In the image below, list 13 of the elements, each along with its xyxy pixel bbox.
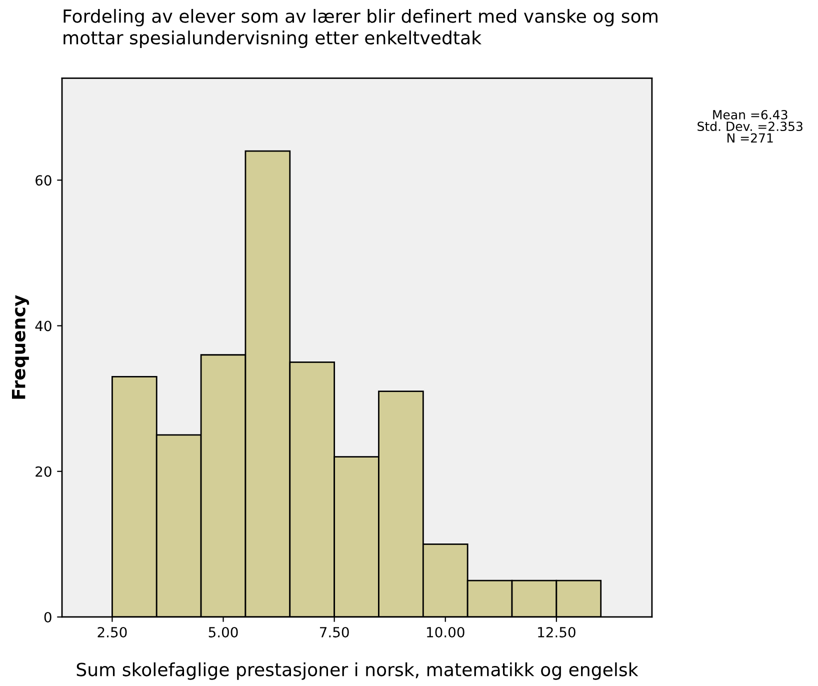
- x-axis-title: Sum skolefaglige prestasjoner i norsk, matematikk og engelsk: [76, 662, 638, 680]
- x-tick-label: 7.50: [320, 626, 349, 638]
- text: Mean =6.43 Std. Dev. =2.353 N =271: [698, 110, 802, 143]
- x-tick-label: 12.50: [538, 626, 576, 638]
- y-axis-title: Frequency: [12, 295, 30, 399]
- y-tick-label: 40: [35, 320, 52, 332]
- x-tick-label: 5.00: [208, 626, 238, 638]
- x-tick-label: 10.00: [427, 626, 464, 638]
- y-tick-label: 60: [36, 175, 52, 186]
- chart-title: Fordeling av elever som av lærer blir definert med vanske og som mottar spesialundervisning etter enkeltvedtak: [64, 8, 658, 48]
- y-tick-label: 20: [36, 466, 52, 477]
- x-tick-label: 2.50: [98, 626, 127, 638]
- y-tick-label: 0: [44, 612, 52, 622]
